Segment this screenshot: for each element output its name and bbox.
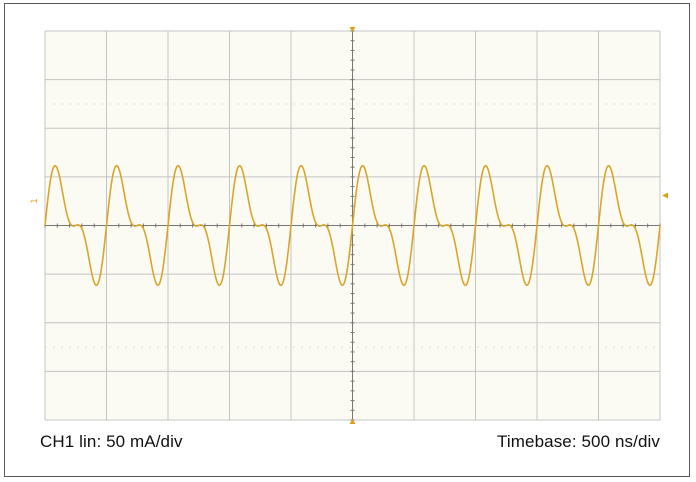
trigger-position-marker-bottom	[349, 419, 356, 424]
channel-1-trace	[44, 164, 661, 287]
trigger-position-marker-top	[349, 27, 356, 32]
waveform-trace	[44, 164, 661, 287]
timebase-readout: Timebase: 500 ns/div	[497, 432, 660, 451]
marker-layer: 1	[29, 27, 668, 424]
trigger-level-marker	[662, 192, 668, 199]
channel-scale-readout: CH1 lin: 50 mA/div	[40, 432, 183, 451]
channel-marker-label: 1	[29, 198, 39, 203]
